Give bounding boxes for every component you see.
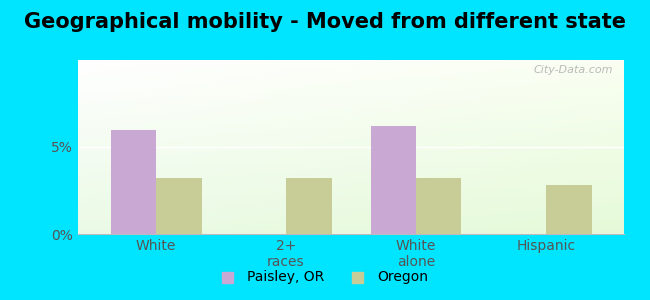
Text: City-Data.com: City-Data.com	[534, 65, 613, 75]
Bar	[546, 185, 592, 234]
Bar	[111, 130, 156, 234]
Text: Geographical mobility - Moved from different state: Geographical mobility - Moved from diffe…	[24, 12, 626, 32]
Bar	[416, 178, 462, 234]
Bar	[156, 178, 202, 234]
Bar	[286, 178, 332, 234]
Bar	[370, 126, 416, 234]
Legend: Paisley, OR, Oregon: Paisley, OR, Oregon	[216, 265, 434, 290]
